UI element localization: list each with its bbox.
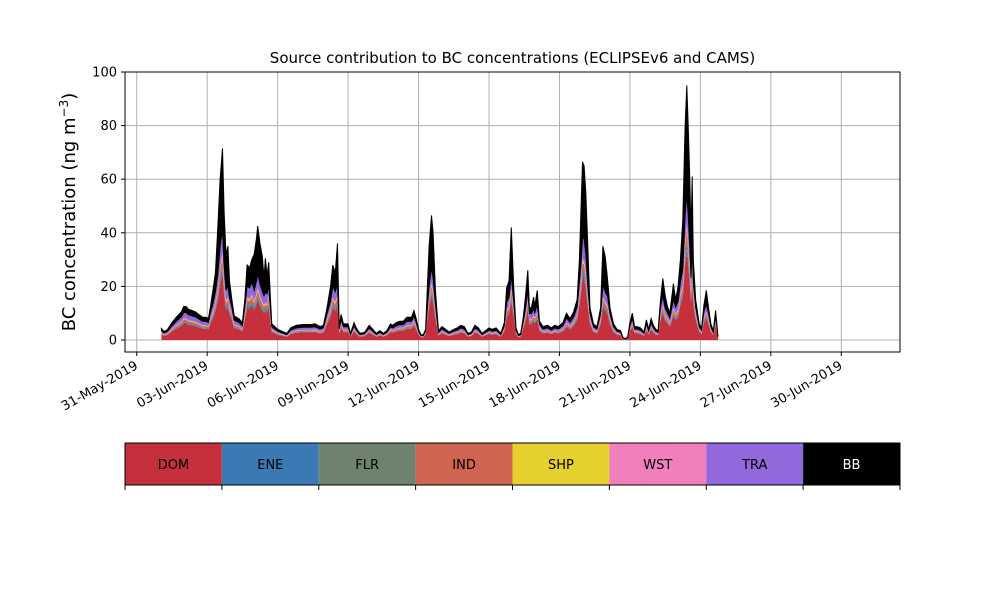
y-axis-label-superscript: −3: [57, 100, 71, 118]
legend-swatch-ind: [415, 443, 513, 485]
y-axis-label: BC concentration (ng m−3): [57, 93, 80, 332]
y-tick-label: 80: [100, 119, 117, 134]
legend-label-ene: ENE: [257, 458, 283, 473]
y-tick-label: 20: [100, 280, 117, 295]
y-axis-label-close: ): [59, 93, 80, 100]
area-bb: [160, 85, 719, 340]
y-tick-label: 0: [109, 334, 117, 349]
legend-label-wst: WST: [643, 458, 672, 473]
legend-label-bb: BB: [843, 458, 861, 473]
y-tick-label: 40: [100, 226, 117, 241]
y-axis: 0 20 40 60 80 100: [92, 66, 125, 349]
legend-colorbar: DOM ENE FLR IND SHP WST TRA BB: [124, 442, 901, 490]
plot-frame: [124, 71, 901, 353]
legend-label-flr: FLR: [355, 458, 379, 473]
legend-label-ind: IND: [452, 458, 476, 473]
legend-swatch-flr: [318, 443, 416, 485]
area-dom: [161, 251, 718, 340]
legend-swatch-shp: [512, 443, 610, 485]
legend-swatch-wst: [609, 443, 707, 485]
chart-title: Source contribution to BC concentrations…: [270, 49, 755, 67]
legend-swatch-ene: [221, 443, 319, 485]
legend-swatch-bb: [803, 443, 900, 485]
y-tick-label: 100: [92, 66, 117, 81]
legend-swatch-dom: [125, 443, 222, 485]
y-axis-label-main: BC concentration (ng m: [59, 117, 80, 331]
legend-label-tra: TRA: [741, 458, 767, 473]
y-tick-label: 60: [100, 173, 117, 188]
stacked-areas: [160, 85, 719, 340]
legend-label-dom: DOM: [158, 458, 189, 473]
legend-label-shp: SHP: [548, 458, 574, 473]
legend-swatch-tra: [706, 443, 804, 485]
